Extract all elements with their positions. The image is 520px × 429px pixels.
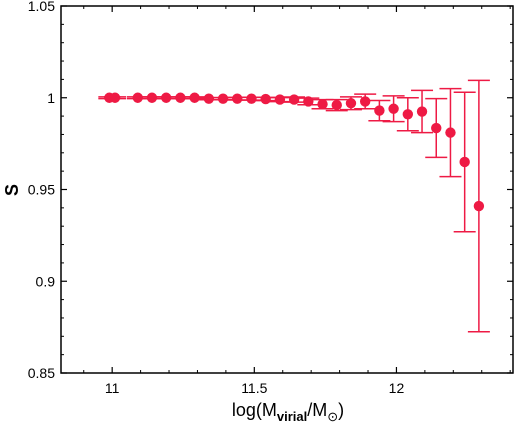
y-tick-label: 0.95 — [28, 182, 55, 198]
data-point — [109, 92, 121, 103]
data-point — [374, 105, 385, 116]
data-point — [331, 99, 342, 111]
data-point — [459, 156, 470, 168]
data-point — [317, 98, 328, 110]
data-point — [359, 96, 371, 107]
data-point — [132, 92, 143, 103]
y-tick-label: 0.9 — [36, 273, 56, 289]
y-tick-label: 0.85 — [28, 365, 55, 381]
data-point — [345, 98, 357, 109]
x-axis: 11 11.5 12 — [83, 6, 511, 396]
data-point — [303, 96, 314, 107]
data-points — [104, 92, 485, 212]
data-point — [416, 106, 428, 117]
data-point — [431, 122, 442, 134]
y-tick-label: 1.05 — [28, 0, 55, 14]
data-point — [445, 127, 456, 138]
data-point — [146, 92, 158, 103]
data-point — [160, 92, 172, 103]
y-axis-label: S — [2, 184, 22, 196]
x-tick-label: 12 — [389, 380, 405, 396]
y-tick-label: 1 — [47, 90, 55, 106]
x-axis-label: log(Mvirial/M⊙) — [232, 400, 344, 424]
data-point — [288, 94, 300, 105]
data-point — [217, 93, 229, 104]
y-axis: 0.85 0.9 0.95 1 1.05 — [28, 0, 513, 381]
x-tick-label: 11.5 — [241, 380, 267, 396]
x-tick-label: 11 — [105, 380, 120, 396]
data-point — [274, 94, 286, 105]
data-point — [246, 93, 257, 104]
error-bars — [98, 79, 490, 333]
data-point — [473, 200, 485, 212]
data-point — [232, 93, 243, 104]
data-point — [402, 109, 414, 120]
data-point — [260, 93, 271, 105]
plot-area — [60, 5, 514, 374]
data-point — [203, 93, 215, 104]
data-point — [189, 92, 200, 103]
data-point — [175, 92, 186, 103]
data-point — [388, 103, 399, 114]
